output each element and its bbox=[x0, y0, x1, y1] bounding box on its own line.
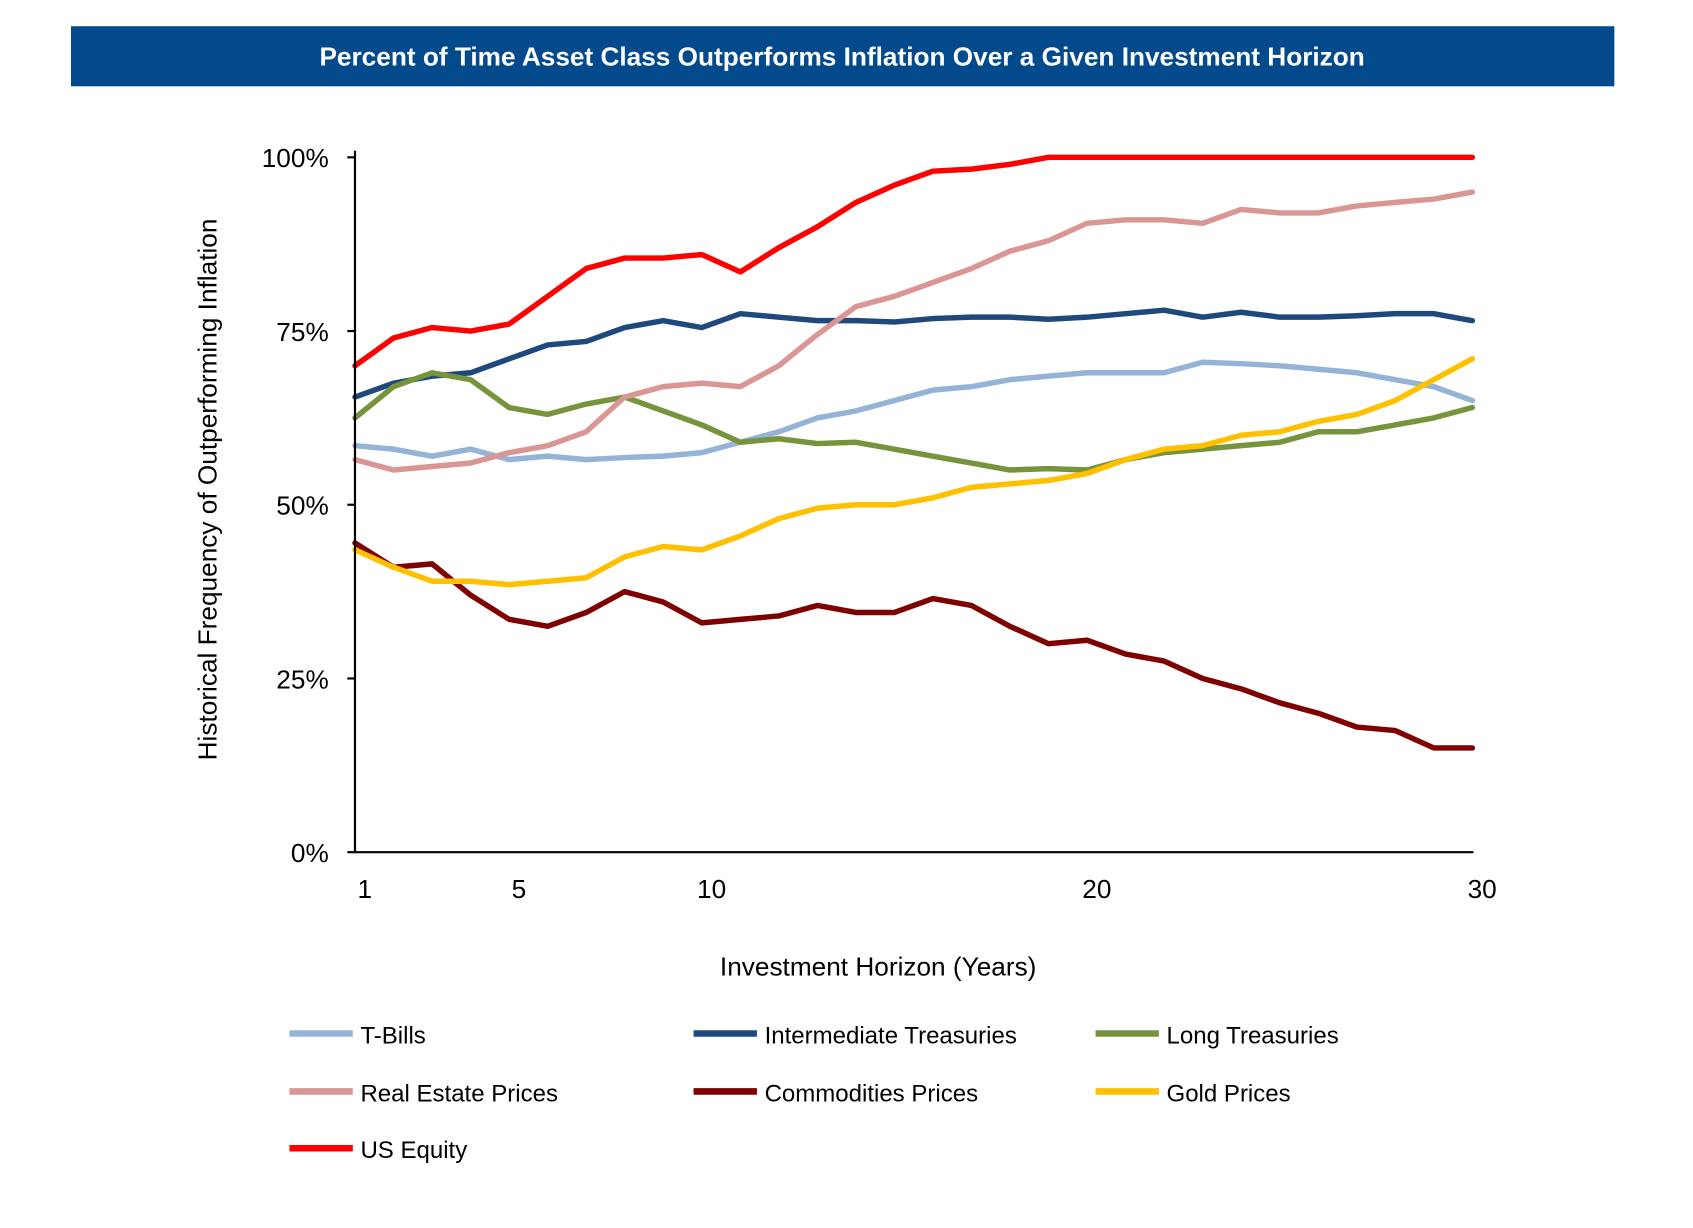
series-line-long-treasuries bbox=[352, 370, 1476, 473]
legend-label: Real Estate Prices bbox=[360, 1080, 558, 1107]
series-line-real-estate-prices bbox=[352, 189, 1476, 473]
series-line-gold-prices bbox=[352, 356, 1476, 588]
legend-label: Gold Prices bbox=[1167, 1080, 1291, 1107]
legend-item: Intermediate Treasuries bbox=[693, 1022, 1017, 1049]
y-tick-label: 25% bbox=[276, 664, 328, 694]
legend-label: Commodities Prices bbox=[765, 1080, 979, 1107]
legend-item: Gold Prices bbox=[1095, 1080, 1291, 1107]
legend-label: T-Bills bbox=[360, 1022, 425, 1049]
chart-title: Percent of Time Asset Class Outperforms … bbox=[319, 42, 1364, 72]
legend-label: Long Treasuries bbox=[1167, 1022, 1339, 1049]
series-line-t-bills bbox=[352, 359, 1476, 463]
series-lines bbox=[352, 154, 1476, 751]
y-tick-label: 50% bbox=[276, 491, 328, 521]
x-tick-label: 10 bbox=[697, 874, 726, 904]
x-tick-label: 1 bbox=[358, 874, 373, 904]
legend-label: Intermediate Treasuries bbox=[765, 1022, 1017, 1049]
y-axis-label: Historical Frequency of Outperforming In… bbox=[192, 219, 222, 761]
y-tick-label: 0% bbox=[291, 838, 329, 868]
y-ticks: 0% 25% 50% 75% 100% bbox=[262, 143, 355, 868]
legend-label: US Equity bbox=[360, 1137, 467, 1164]
x-ticks: 1 5 10 20 30 bbox=[358, 874, 1497, 904]
series-line-intermediate-treasuries bbox=[352, 307, 1476, 400]
y-tick-label: 100% bbox=[262, 143, 329, 173]
legend-item: Real Estate Prices bbox=[289, 1080, 558, 1107]
x-tick-label: 5 bbox=[512, 874, 527, 904]
x-tick-label: 30 bbox=[1468, 874, 1497, 904]
legend-item: Long Treasuries bbox=[1095, 1022, 1339, 1049]
series-line-us-equity bbox=[352, 154, 1476, 369]
x-tick-label: 20 bbox=[1082, 874, 1111, 904]
series-line-commodities-prices bbox=[352, 540, 1476, 751]
y-tick-label: 75% bbox=[276, 317, 328, 347]
legend-item: US Equity bbox=[289, 1137, 467, 1164]
legend: T-Bills Intermediate Treasuries Long Treas… bbox=[289, 1022, 1339, 1164]
legend-item: T-Bills bbox=[289, 1022, 426, 1049]
legend-item: Commodities Prices bbox=[693, 1080, 979, 1107]
title-bar bbox=[70, 26, 1615, 87]
x-axis-label: Investment Horizon (Years) bbox=[720, 952, 1036, 982]
